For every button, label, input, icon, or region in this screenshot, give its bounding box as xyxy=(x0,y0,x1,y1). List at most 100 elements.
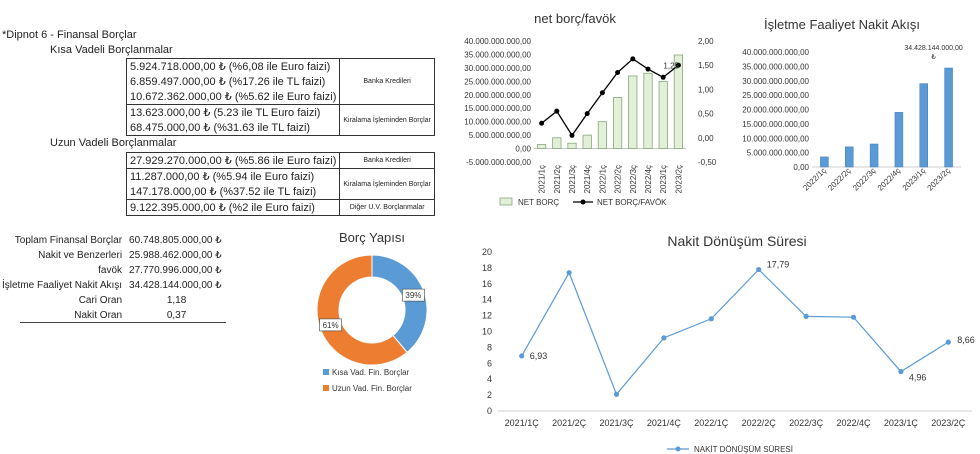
y-tick-label: 40.000.000.000,00 xyxy=(464,37,531,46)
net-debt-bar xyxy=(628,75,638,149)
y2-tick-label: 0,00 xyxy=(698,134,714,143)
summary-label: Nakit Oran xyxy=(74,310,123,321)
ccc-data-label: 4,96 xyxy=(909,373,927,383)
y-tick-label: 10 xyxy=(482,327,492,337)
y2-tick-label: 1,00 xyxy=(698,85,714,94)
debt-line: 147.178.000,00 ₺ (%37.52 ile TL faizi) xyxy=(125,184,341,200)
legend-label: Uzun Vad. Fin. Borçlar xyxy=(332,384,412,393)
ratio-point xyxy=(539,120,545,126)
x-tick-label: 2022/3ç xyxy=(851,166,877,192)
summary-label: İşletme Faaliyet Nakit Akışı xyxy=(2,280,123,291)
y-tick-label: 0,00 xyxy=(515,145,531,154)
net-debt-bar xyxy=(567,142,577,149)
debt-category: Kiralama İşleminden Borçlar xyxy=(339,104,435,136)
x-tick-label: 2022/3Ç xyxy=(789,418,824,428)
chart-title: net borç/favök xyxy=(534,11,616,26)
debt-line: 6.859.497.000,00 ₺ (%17.26 ile TL faizi) xyxy=(125,74,341,89)
donut-slice xyxy=(316,254,408,366)
ccc-point xyxy=(898,368,904,375)
debt-line: 10.672.362.000,00 ₺ (%5.62 ile Euro faiz… xyxy=(125,89,341,105)
net-debt-bar xyxy=(613,97,623,149)
ccc-data-label: 8,66 xyxy=(957,335,975,345)
net-debt-bars xyxy=(537,54,683,149)
y-tick-label: 25.000.000.000,00 xyxy=(464,77,531,86)
summary-label: Toplam Finansal Borçlar xyxy=(14,235,123,246)
debt-category: Diğer U.V. Borçlanmalar xyxy=(339,199,435,216)
ratio-point xyxy=(554,108,560,114)
debt-category: Banka Kredileri xyxy=(339,58,435,105)
x-tick-label: 2021/2Ç xyxy=(552,418,587,428)
y-tick-label: 8 xyxy=(487,342,492,352)
y-tick-label: 30.000.000.000,00 xyxy=(464,64,531,73)
legend-label: NET BORÇ/FAVÖK xyxy=(597,198,667,207)
chart-legend: NAKİT DÖNÜŞÜM SÜRESİ xyxy=(667,445,793,454)
summary-value: 34.428.144.000,00 ₺ xyxy=(129,280,222,291)
ratio-point xyxy=(569,132,575,138)
ratio-point xyxy=(675,62,681,68)
ocf-bar xyxy=(820,156,829,168)
ocf-data-label: 34.428.144.000,00 xyxy=(904,45,962,52)
ocf-data-label-unit: ₺ xyxy=(931,54,936,61)
y-tick-label: 12 xyxy=(482,311,492,321)
debt-line: 5.924.718.000,00 ₺ (%6,08 ile Euro faizi… xyxy=(125,58,341,74)
ccc-data-label: 17,79 xyxy=(767,260,790,270)
net-debt-bar xyxy=(537,144,547,149)
ccc-point xyxy=(566,270,572,276)
y-tick-label: 5.000.000.000,00 xyxy=(747,149,810,158)
x-tick-label: 2022/1Ç xyxy=(694,418,729,428)
ocf-bar xyxy=(845,146,854,168)
y-tick-label: 35.000.000.000,00 xyxy=(464,50,531,59)
summary-value: 27.770.996.000,00 ₺ xyxy=(129,265,222,276)
x-tick-label: 2022/4ç xyxy=(876,166,902,192)
legend-label: Kısa Vad. Fin. Borçlar xyxy=(332,368,410,377)
debt-line: 9.122.395.000,00 ₺ (%2 ile Euro faizi) xyxy=(125,199,341,216)
x-tick-label: 2021/1Ç xyxy=(505,418,540,428)
short-term-debt-table: 5.924.718.000,00 ₺ (%6,08 ile Euro faizi… xyxy=(125,58,435,136)
y-tick-label: 16 xyxy=(482,279,492,289)
legend-swatch-net-debt xyxy=(499,197,513,206)
debt-category: Banka Kredileri xyxy=(339,152,435,169)
x-tick-label: 2022/4ç xyxy=(644,165,653,193)
ocf-bar xyxy=(944,67,953,168)
x-tick-label: 2022/2ç xyxy=(614,165,623,193)
ccc-point xyxy=(613,391,620,397)
debt-structure-chart: Borç Yapısı 39% 61% Kısa Vad. Fin. Borçla… xyxy=(316,230,428,393)
y-tick-label: 15.000.000.000,00 xyxy=(742,120,809,129)
summary-value: 25.988.462.000,00 ₺ xyxy=(129,250,222,261)
ccc-line: 6,93 17,79 4,96 8,66 xyxy=(519,260,975,397)
net-debt-bar xyxy=(582,134,592,149)
ocf-bar xyxy=(894,112,904,168)
ocf-categories: 2022/1ç2022/2ç2022/3ç2022/4ç2023/1ç2023/… xyxy=(801,166,952,192)
ccc-point xyxy=(661,335,667,341)
debt-category: Kiralama İşleminden Borçlar xyxy=(339,168,435,200)
debt-line: 13.623.000,00 ₺ (5.23 ile TL Euro faizi) xyxy=(125,104,341,120)
x-tick-label: 2022/2Ç xyxy=(742,418,777,428)
ccc-point xyxy=(708,316,714,322)
y-tick-label: 4 xyxy=(487,374,492,384)
y-tick-label: 6 xyxy=(487,358,492,368)
y-tick-label: 35.000.000.000,00 xyxy=(742,62,809,71)
slice-label-box xyxy=(402,288,425,302)
net-debt-bar xyxy=(597,121,607,149)
summary-label: Cari Oran xyxy=(78,295,123,306)
y2-tick-label: 1,50 xyxy=(698,61,714,70)
y-tick-label: -5.000.000.000,00 xyxy=(466,158,531,167)
y-tick-label: 20 xyxy=(482,247,492,257)
x-tick-label: 2022/1ç xyxy=(598,165,607,193)
summary-label: Nakit ve Benzerleri xyxy=(38,250,123,261)
net-debt-ebitda-line: 1,25 xyxy=(539,56,681,138)
net-debt-bar xyxy=(673,54,683,149)
y2-tick-label: -0,50 xyxy=(698,158,717,167)
net-debt-bar xyxy=(552,137,562,149)
legend-marker-ratio xyxy=(580,199,586,205)
legend-label: NET BORÇ xyxy=(518,198,559,207)
ratio-point xyxy=(615,69,621,75)
net-debt-bar xyxy=(643,72,653,149)
summary-value: 1,18 xyxy=(166,295,187,306)
ccc-point xyxy=(850,314,857,320)
y-tick-label: 10.000.000.000,00 xyxy=(742,134,809,143)
y-tick-label: 20.000.000.000,00 xyxy=(742,106,809,115)
debt-line: 11.287.000,00 ₺ (%5.94 ile Euro faizi) xyxy=(125,168,341,184)
footnote-title: *Dipnot 6 - Finansal Borçlar xyxy=(2,29,137,41)
debt-line: 68.475.000,00 ₺ (%31.63 ile TL faizi) xyxy=(125,120,341,136)
